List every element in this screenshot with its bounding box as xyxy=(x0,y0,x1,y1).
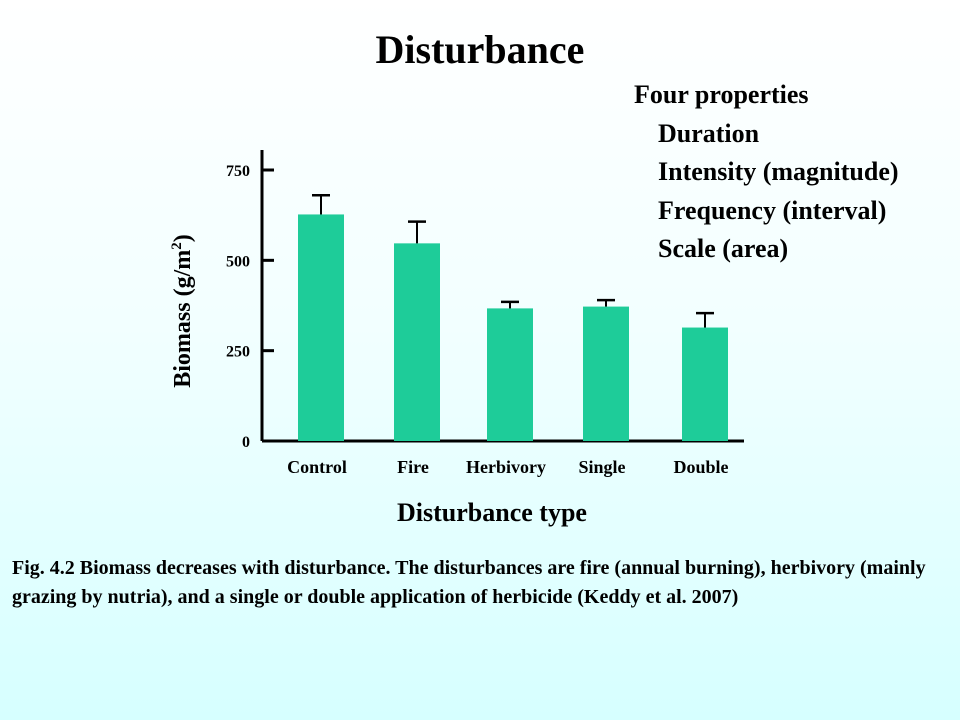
property-item-duration: Duration xyxy=(658,118,760,148)
y-tick-label-500: 500 xyxy=(226,253,250,270)
x-axis-title: Disturbance type xyxy=(397,498,587,527)
bar-control xyxy=(298,214,344,441)
x-tick-label-control: Control xyxy=(287,457,347,477)
bar-double xyxy=(682,327,728,441)
y-tick-label-750: 750 xyxy=(226,163,250,180)
slide-title: Disturbance xyxy=(375,27,585,72)
properties-list: Four properties Duration Intensity (magn… xyxy=(634,76,899,269)
chart-layer: 0 250 500 750 Control Fire Herbivory Single Doub… xyxy=(226,150,744,477)
x-tick-label-single: Single xyxy=(578,457,625,477)
x-tick-label-fire: Fire xyxy=(397,457,429,477)
y-tick-label-0: 0 xyxy=(242,434,250,451)
bar-herbivory xyxy=(487,308,533,441)
figure-caption: Fig. 4.2 Biomass decreases with disturba… xyxy=(12,557,926,608)
y-axis-title: Biomass (g/m2) xyxy=(169,234,196,388)
x-tick-label-herbivory: Herbivory xyxy=(466,457,546,477)
bar-fire xyxy=(394,243,440,441)
x-tick-label-double: Double xyxy=(673,457,728,477)
properties-heading: Four properties xyxy=(634,80,809,109)
bar-single xyxy=(583,306,629,441)
y-tick-label-250: 250 xyxy=(226,344,250,361)
property-item-scale: Scale (area) xyxy=(658,234,789,263)
property-item-intensity: Intensity (magnitude) xyxy=(658,157,899,186)
property-item-frequency: Frequency (interval) xyxy=(658,195,887,225)
